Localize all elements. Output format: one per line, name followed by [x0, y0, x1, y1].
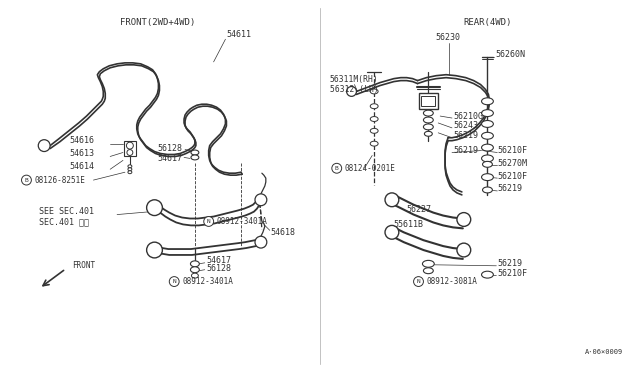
Text: 56219: 56219	[453, 146, 478, 155]
Ellipse shape	[191, 273, 198, 278]
Circle shape	[170, 277, 179, 286]
Ellipse shape	[191, 267, 199, 273]
Ellipse shape	[128, 165, 132, 168]
Ellipse shape	[481, 155, 493, 162]
Text: 56243: 56243	[453, 121, 478, 131]
Ellipse shape	[191, 261, 199, 267]
Circle shape	[127, 142, 133, 149]
Text: 56219: 56219	[497, 185, 522, 193]
Text: FRONT(2WD+4WD): FRONT(2WD+4WD)	[120, 18, 195, 27]
Text: 56227: 56227	[406, 205, 432, 214]
Text: 56210F: 56210F	[497, 171, 527, 181]
Ellipse shape	[370, 141, 378, 146]
Ellipse shape	[128, 168, 132, 171]
Ellipse shape	[424, 124, 433, 130]
Ellipse shape	[424, 268, 433, 274]
Ellipse shape	[483, 187, 492, 193]
Text: B: B	[24, 177, 28, 183]
Text: 56128: 56128	[157, 144, 182, 153]
Circle shape	[457, 243, 470, 257]
Text: 08124-0201E: 08124-0201E	[344, 164, 396, 173]
Ellipse shape	[128, 171, 132, 174]
Text: 54611: 54611	[227, 30, 252, 39]
Text: 54617: 54617	[157, 154, 182, 163]
Text: 08126-8251E: 08126-8251E	[35, 176, 85, 185]
Circle shape	[255, 236, 267, 248]
Text: 08912-3401A: 08912-3401A	[182, 277, 233, 286]
Text: 56311M(RH): 56311M(RH)	[330, 75, 379, 84]
Circle shape	[255, 194, 267, 206]
Circle shape	[204, 217, 214, 227]
Text: 54618: 54618	[271, 228, 296, 237]
Ellipse shape	[370, 89, 378, 94]
Text: 54613: 54613	[70, 149, 95, 158]
Text: 54614: 54614	[70, 162, 95, 171]
Circle shape	[147, 200, 163, 215]
Text: 55611B: 55611B	[394, 220, 424, 229]
Circle shape	[385, 193, 399, 207]
Ellipse shape	[481, 110, 493, 116]
Ellipse shape	[370, 128, 378, 133]
Text: SEE SEC.401: SEE SEC.401	[39, 207, 94, 216]
Ellipse shape	[370, 116, 378, 122]
Circle shape	[385, 225, 399, 239]
Ellipse shape	[191, 150, 199, 155]
Text: A·06×0009: A·06×0009	[585, 349, 623, 356]
Circle shape	[22, 175, 31, 185]
Ellipse shape	[191, 155, 199, 160]
Text: 54617: 54617	[207, 256, 232, 265]
Circle shape	[147, 242, 163, 258]
Ellipse shape	[370, 104, 378, 109]
Ellipse shape	[481, 121, 493, 127]
Ellipse shape	[481, 271, 493, 278]
Text: B: B	[335, 166, 339, 171]
Circle shape	[332, 163, 342, 173]
Text: 56128: 56128	[207, 264, 232, 273]
Text: SEC.401 参照: SEC.401 参照	[39, 217, 89, 226]
Ellipse shape	[422, 260, 435, 267]
Text: 56219: 56219	[453, 131, 478, 140]
Text: 56312 (LH): 56312 (LH)	[330, 85, 379, 94]
Circle shape	[127, 150, 133, 155]
Text: 56219: 56219	[497, 259, 522, 268]
Ellipse shape	[481, 174, 493, 180]
Text: 56230: 56230	[435, 33, 460, 42]
Ellipse shape	[424, 110, 433, 116]
FancyBboxPatch shape	[422, 96, 435, 106]
Text: 56210F: 56210F	[497, 146, 527, 155]
FancyBboxPatch shape	[124, 141, 136, 157]
Text: 08912-3081A: 08912-3081A	[426, 277, 477, 286]
Text: REAR(4WD): REAR(4WD)	[463, 18, 511, 27]
Text: N: N	[417, 279, 420, 284]
Ellipse shape	[424, 117, 433, 123]
Circle shape	[457, 212, 470, 227]
Ellipse shape	[483, 161, 492, 167]
Circle shape	[38, 140, 50, 151]
Text: N: N	[172, 279, 176, 284]
Ellipse shape	[481, 132, 493, 139]
Text: 54616: 54616	[70, 136, 95, 145]
Circle shape	[413, 277, 424, 286]
Text: 08912-3401A: 08912-3401A	[216, 217, 268, 226]
Text: FRONT: FRONT	[72, 261, 95, 270]
Text: 56260N: 56260N	[495, 51, 525, 60]
FancyBboxPatch shape	[419, 93, 438, 109]
Text: N: N	[207, 219, 211, 224]
Text: 56270M: 56270M	[497, 159, 527, 168]
Text: 56210G: 56210G	[453, 112, 483, 121]
Ellipse shape	[481, 144, 493, 151]
Text: 56210F: 56210F	[497, 269, 527, 278]
Circle shape	[347, 87, 356, 96]
Ellipse shape	[424, 131, 432, 136]
Ellipse shape	[481, 98, 493, 105]
